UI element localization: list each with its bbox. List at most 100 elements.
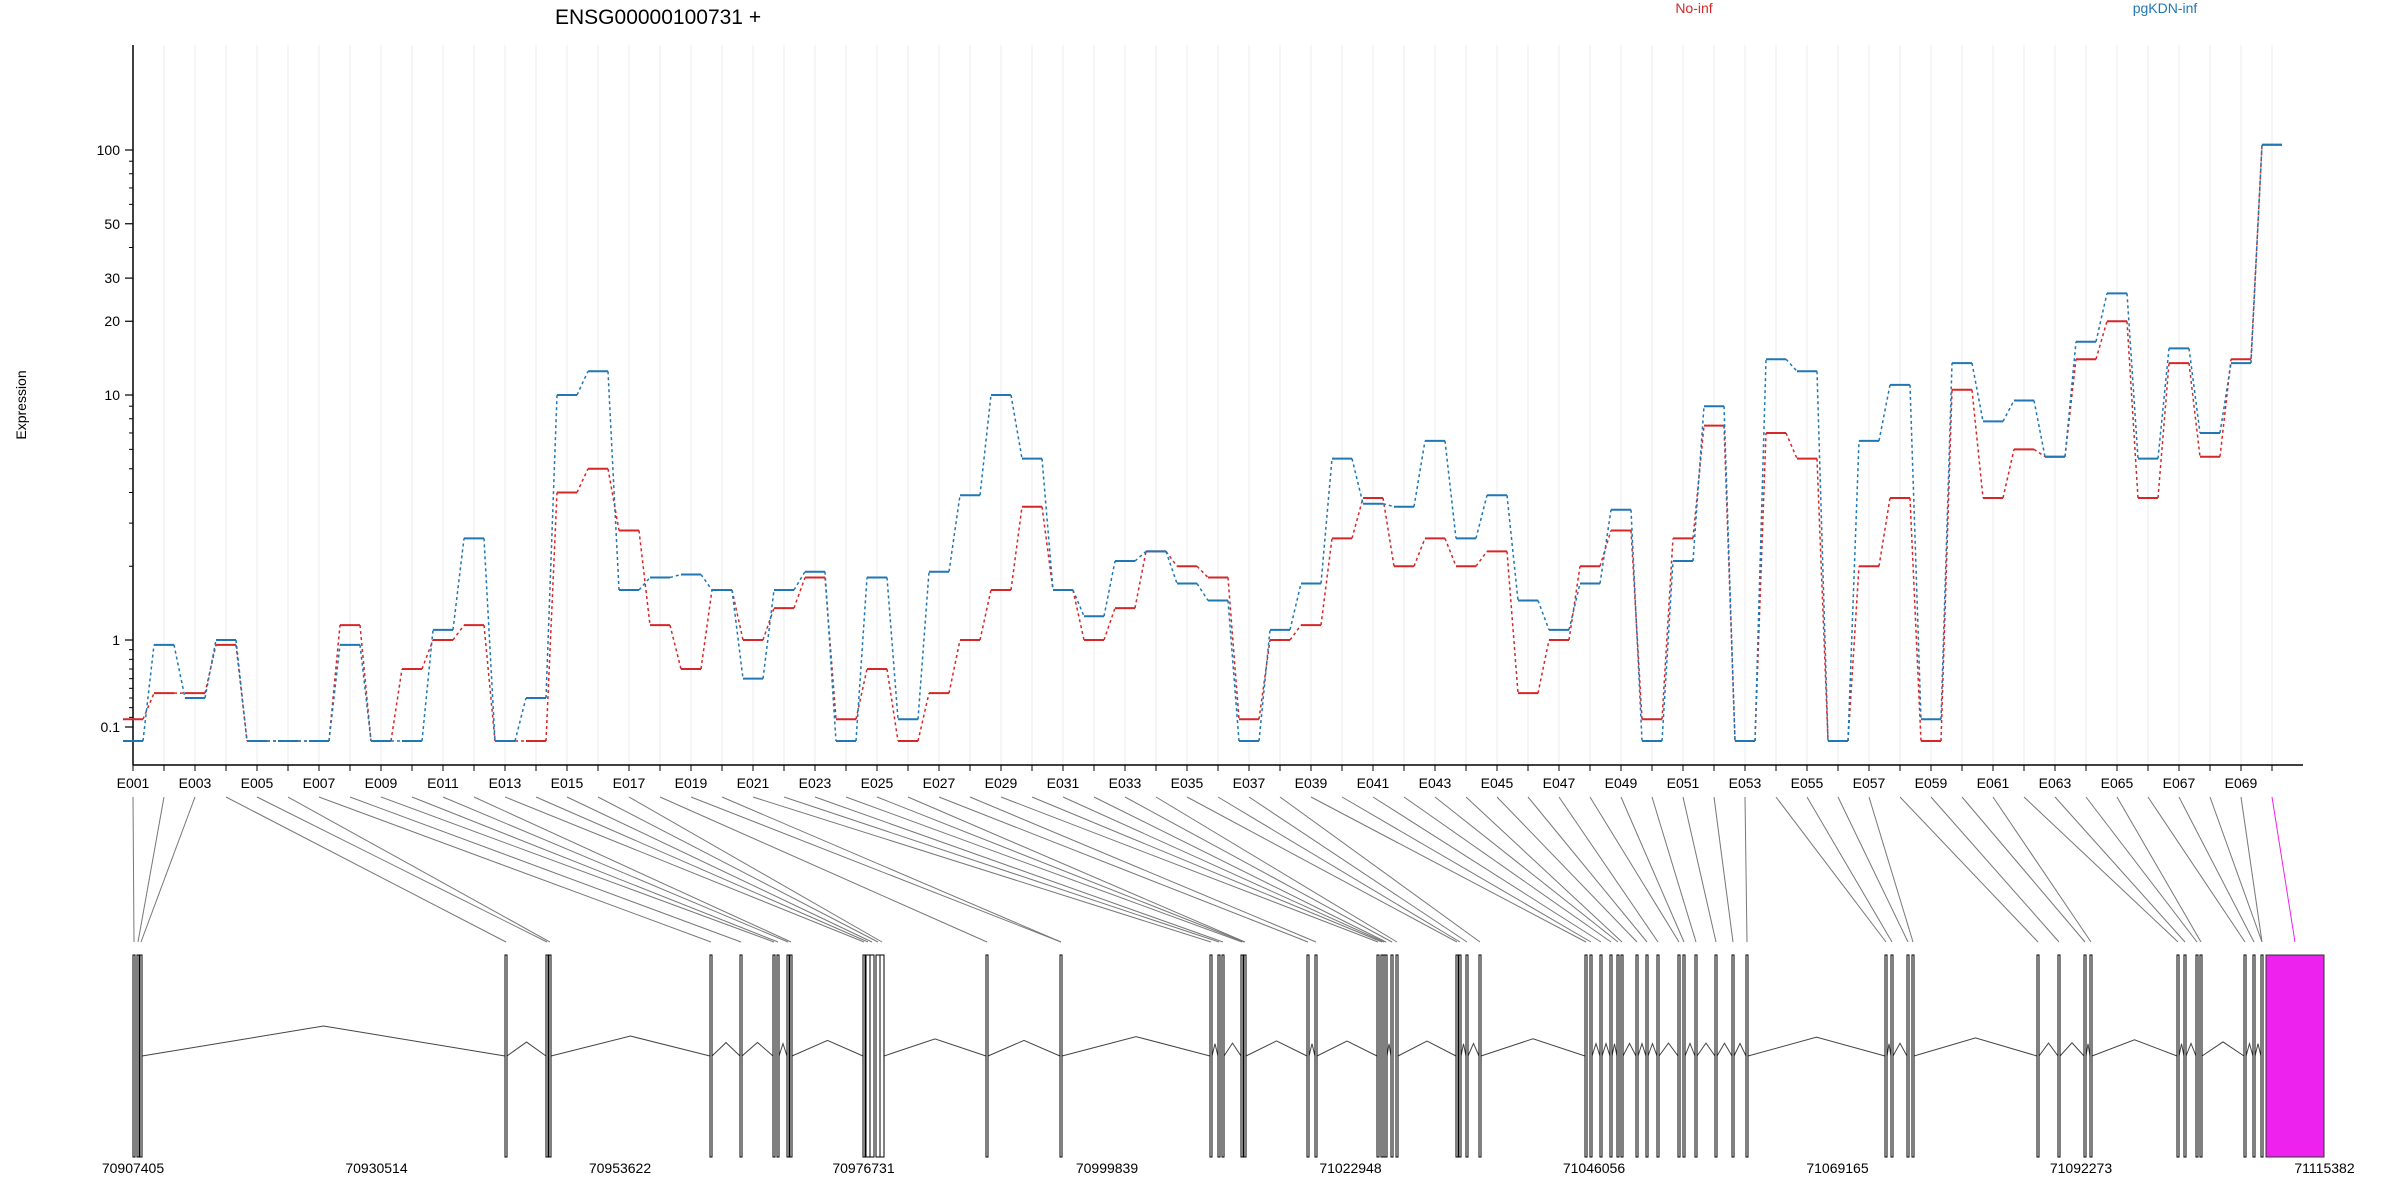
connector-pgkdn-inf <box>1599 509 1612 584</box>
exon-box-e015 <box>869 954 875 1158</box>
exon-box-e029 <box>1376 954 1380 1158</box>
exon-connector-e029 <box>1000 796 1379 943</box>
connector-no-inf <box>1165 550 1178 567</box>
exon-box-e045 <box>1635 954 1639 1158</box>
connector-pgkdn-inf <box>1537 600 1550 631</box>
exon-box-e036 <box>1458 954 1462 1158</box>
intron-line <box>1913 1037 2038 1057</box>
genomic-coordinate-label: 71069165 <box>1806 1160 1869 1176</box>
connector-pgkdn-inf <box>235 639 248 742</box>
connector-pgkdn-inf <box>328 644 341 742</box>
exon-connector-e044 <box>1465 796 1623 943</box>
series-no-inf <box>123 143 2282 742</box>
connector-pgkdn-inf <box>1847 440 1860 742</box>
connector-pgkdn-inf <box>1165 551 1178 584</box>
x-tick-label-e021: E021 <box>737 775 770 791</box>
exon-box-e020 <box>1059 954 1063 1158</box>
exon-box-e044 <box>1620 954 1624 1158</box>
exon-box-e033 <box>1390 954 1394 1158</box>
connector-no-inf <box>1878 497 1891 567</box>
exon-connector-e033 <box>1124 796 1393 943</box>
exon-connector-e056 <box>1837 796 1909 943</box>
exon-connector-e045 <box>1496 796 1638 943</box>
exon-connector-e047 <box>1558 796 1659 943</box>
exon-connector-e003 <box>140 796 196 943</box>
x-tick-label-e037: E037 <box>1233 775 1266 791</box>
exon-box-e060 <box>2083 954 2087 1158</box>
exon-connector-e063 <box>2054 796 2186 943</box>
intron-line <box>2185 1042 2197 1057</box>
connector-pgkdn-inf <box>793 571 806 591</box>
connector-pgkdn-inf <box>1816 371 1829 742</box>
intron-line <box>1480 1038 1586 1057</box>
exon-connector-e038 <box>1279 796 1481 943</box>
connector-pgkdn-inf <box>545 394 558 699</box>
intron-line <box>791 1039 864 1057</box>
connector-no-inf <box>1041 506 1054 591</box>
x-tick-label-e045: E045 <box>1481 775 1514 791</box>
connector-no-inf <box>700 589 713 670</box>
x-tick-label-e005: E005 <box>241 775 274 791</box>
exon-connector-e032 <box>1093 796 1387 943</box>
exon-connector-e068 <box>2209 796 2263 943</box>
exon-connector-e010 <box>411 796 779 943</box>
exon-connector-lines <box>132 796 2296 943</box>
connector-pgkdn-inf <box>700 574 713 591</box>
exon-connector-e030 <box>1031 796 1383 943</box>
connector-pgkdn-inf <box>1506 495 1519 601</box>
connector-no-inf <box>1816 458 1829 742</box>
connector-no-inf <box>2126 321 2139 498</box>
connector-pgkdn-inf <box>1134 550 1147 562</box>
x-tick-label-e029: E029 <box>985 775 1018 791</box>
connector-no-inf <box>1475 550 1488 567</box>
exon-connector-e028 <box>969 796 1317 943</box>
y-axis-label: Expression <box>13 370 29 439</box>
genomic-coordinate-label: 70953622 <box>589 1160 652 1176</box>
connector-pgkdn-inf <box>1692 406 1705 562</box>
x-tick-label-e001: E001 <box>117 775 150 791</box>
intron-line <box>711 1041 741 1057</box>
connector-pgkdn-inf <box>1940 363 1953 720</box>
intron-line <box>1658 1042 1679 1057</box>
connector-no-inf <box>2188 362 2201 457</box>
connector-no-inf <box>979 589 992 641</box>
y-tick-label: 1 <box>112 632 120 648</box>
connector-pgkdn-inf <box>452 538 465 630</box>
exon-box-e059 <box>2057 954 2061 1158</box>
exon-connector-e021 <box>752 796 1212 943</box>
connector-no-inf <box>917 692 930 742</box>
connector-no-inf <box>948 639 961 694</box>
genomic-coordinate-label: 70907405 <box>102 1160 165 1176</box>
exon-box-e035 <box>1455 954 1459 1158</box>
connector-pgkdn-inf <box>1785 358 1798 372</box>
intron-line <box>1892 1042 1908 1057</box>
connector-pgkdn-inf <box>2126 293 2139 459</box>
exon-box-e032 <box>1384 954 1388 1158</box>
genomic-coordinate-label: 71092273 <box>2050 1160 2113 1176</box>
connector-no-inf <box>1351 497 1364 539</box>
exon-connector-e066 <box>2147 796 2246 943</box>
exon-connector-e027 <box>938 796 1309 943</box>
exon-connector-e039 <box>1310 796 1587 943</box>
exon-connector-e036 <box>1217 796 1461 943</box>
connector-pgkdn-inf <box>2157 348 2170 459</box>
connector-no-inf <box>669 624 682 670</box>
connector-no-inf <box>607 468 620 531</box>
exon-box-e010 <box>776 954 780 1158</box>
exon-box-e003 <box>139 954 143 1158</box>
exon-connector-e035 <box>1186 796 1458 943</box>
intron-line <box>1637 1041 1647 1057</box>
connector-pgkdn-inf <box>1661 561 1674 742</box>
x-tick-label-e009: E009 <box>365 775 398 791</box>
exon-box-e026 <box>1243 954 1247 1158</box>
exon-connector-e058 <box>1899 796 2039 943</box>
genomic-coordinate-label: 71046056 <box>1563 1160 1626 1176</box>
connector-no-inf <box>1382 497 1395 567</box>
exon-connector-e034 <box>1155 796 1398 943</box>
connector-no-inf <box>793 577 806 609</box>
connector-pgkdn-inf <box>948 495 961 572</box>
x-tick-label-e039: E039 <box>1295 775 1328 791</box>
exon-box-e005 <box>545 954 549 1158</box>
intron-line <box>778 1041 788 1057</box>
exon-connector-e055 <box>1806 796 1893 943</box>
